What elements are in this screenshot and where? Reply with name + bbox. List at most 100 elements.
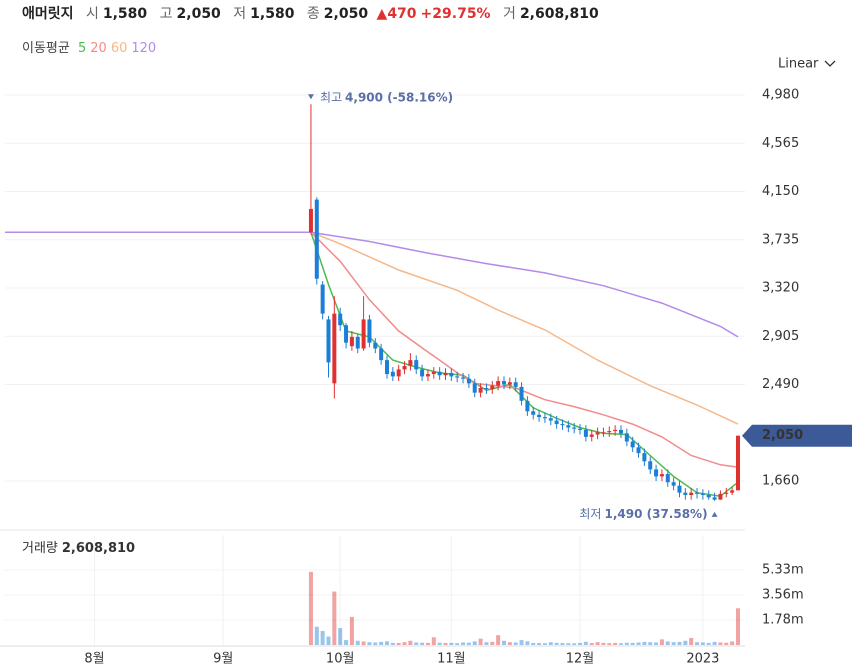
volume-bar	[425, 642, 430, 645]
volume-bar	[718, 642, 723, 645]
volume-bar	[689, 637, 694, 645]
volume-bar	[338, 628, 343, 645]
y-tick-label: 4,980	[762, 88, 799, 103]
candle-body	[461, 377, 466, 379]
scale-chevron[interactable]	[824, 60, 836, 67]
stock-name: 애머릿지	[22, 6, 74, 22]
candle-body	[712, 497, 717, 500]
low-value: 1,580	[250, 6, 295, 22]
scale-toggle[interactable]: Linear	[778, 57, 819, 72]
volume-bar	[607, 643, 612, 645]
volume-bar	[654, 642, 659, 645]
price-badge-label: 2,050	[762, 428, 803, 443]
y-tick-label: 2,905	[762, 329, 799, 344]
candle-body	[554, 420, 559, 425]
low-label: 저	[233, 6, 247, 22]
candle-body	[437, 371, 442, 376]
volume-bar	[461, 642, 466, 645]
y-tick-label: 4,150	[762, 184, 799, 199]
candle-body	[501, 381, 506, 385]
volume-bar	[455, 643, 460, 645]
candle-body	[537, 414, 542, 418]
candle-body	[408, 360, 413, 366]
candle-body	[677, 485, 682, 493]
candle-body	[706, 495, 711, 498]
candle-body	[607, 431, 612, 433]
low-marker	[711, 511, 718, 517]
change: ▲470	[376, 6, 417, 22]
candle-body	[338, 313, 343, 326]
volume-bar	[420, 642, 425, 645]
volume-bar	[326, 636, 331, 645]
x-tick-label: 9월	[213, 652, 233, 667]
volume-bar	[578, 642, 583, 645]
candle-body	[472, 383, 477, 393]
candle-body	[572, 427, 577, 429]
low-annotation-value: 1,490 (37.58%)	[604, 506, 707, 520]
volume-bar	[373, 642, 378, 645]
candle-body	[513, 382, 518, 387]
ma-title: 이동평균	[22, 41, 70, 56]
high-value: 2,050	[176, 6, 221, 22]
candle-body	[314, 199, 319, 279]
volume-bar	[355, 640, 360, 645]
volume-bar	[408, 640, 413, 645]
candle-body	[402, 365, 407, 370]
x-tick-label: 2023	[686, 652, 719, 667]
volume-bar	[320, 630, 325, 645]
volume-bar	[496, 635, 501, 645]
ma-line	[5, 231, 739, 338]
volume-bar	[402, 642, 407, 645]
volume-bar	[583, 641, 588, 645]
candle-body	[618, 429, 623, 434]
legend-entry: 120	[131, 41, 157, 56]
volume-bar	[390, 642, 395, 645]
close-value: 2,050	[323, 6, 369, 22]
candle-body	[443, 372, 448, 376]
volume-bar	[677, 641, 682, 645]
candle-body	[414, 360, 419, 370]
candle-body	[484, 388, 489, 390]
high-annotation-value: 4,900 (-58.16%)	[345, 90, 453, 104]
volume-bar	[349, 616, 354, 645]
volume-bar	[537, 643, 542, 645]
candle-body	[548, 418, 553, 421]
volume-bar	[624, 642, 629, 645]
candle-body	[379, 348, 384, 361]
candle-body	[478, 388, 483, 393]
change-pct: +29.75%	[420, 6, 491, 22]
y-tick-label: 1,660	[762, 474, 799, 489]
legend-entry: 20	[90, 41, 107, 56]
volume-tick-label: 3.56m	[762, 587, 804, 602]
candle-body	[630, 441, 635, 448]
volume-bar	[648, 642, 653, 645]
candle-body	[589, 434, 594, 437]
candle-body	[449, 372, 454, 377]
volume-bar	[308, 571, 313, 645]
volume-bar	[613, 642, 618, 645]
volume-bar	[706, 642, 711, 645]
volume-bar	[601, 642, 606, 645]
volume-bar	[531, 642, 536, 645]
y-tick-label: 3,320	[762, 281, 799, 296]
high-marker	[307, 94, 314, 100]
volume-bar	[618, 643, 623, 645]
high-annotation: 최고 4,900 (-58.16%)	[320, 90, 453, 104]
x-tick-label: 10월	[326, 652, 355, 667]
candle-body	[326, 319, 331, 363]
candle-body	[344, 325, 349, 343]
volume-bar	[472, 641, 477, 645]
candle-body	[671, 482, 676, 486]
candle-body	[531, 411, 536, 415]
candle-body	[730, 490, 735, 493]
candle-body	[420, 369, 425, 377]
candle-body	[695, 492, 700, 494]
volume-tick-label: 1.78m	[762, 612, 804, 627]
candle-body	[665, 474, 670, 483]
candle-body	[384, 360, 389, 375]
candle-body	[390, 371, 395, 377]
candle-body	[431, 371, 436, 375]
candle-body	[689, 492, 694, 495]
candle-body	[542, 417, 547, 419]
candle-body	[583, 429, 588, 437]
